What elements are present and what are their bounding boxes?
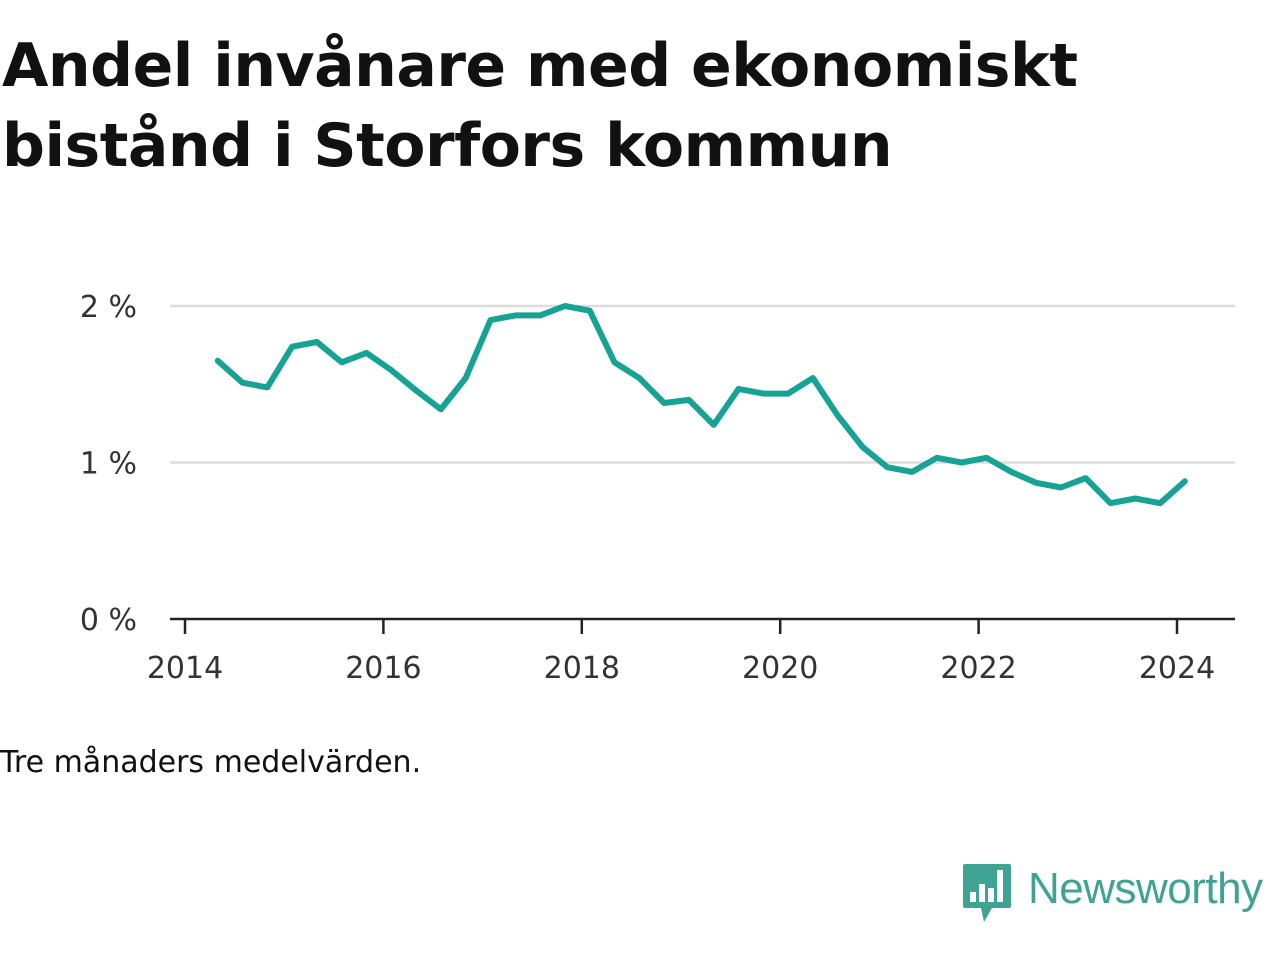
- x-axis: 2014 2016 2018 2020 2022 2024: [147, 617, 1235, 686]
- x-tick-label: 2022: [940, 651, 1016, 686]
- y-tick-label: 2 %: [80, 290, 137, 325]
- bar-chart-speech-bubble-icon: [963, 864, 1011, 922]
- y-axis-labels: 0 % 1 % 2 %: [80, 290, 137, 638]
- y-tick-label: 1 %: [80, 447, 137, 482]
- y-tick-label: 0 %: [80, 603, 137, 638]
- gridlines: [170, 304, 1235, 464]
- series-layer: [214, 303, 1188, 507]
- x-tick-label: 2018: [544, 651, 620, 686]
- x-tick-label: 2020: [742, 651, 818, 686]
- chart-title: Andel invånare med ekonomiskt bistånd i …: [2, 31, 1078, 181]
- brand-name: Newsworthy: [1028, 864, 1263, 913]
- x-tick-label: 2014: [147, 651, 223, 686]
- newsworthy-logo[interactable]: Newsworthy: [962, 862, 1263, 926]
- series-line: [214, 303, 1188, 507]
- chart-note: Tre månaders medelvärden.: [0, 745, 422, 780]
- x-tick-label: 2016: [345, 651, 421, 686]
- x-tick-label: 2024: [1139, 651, 1215, 686]
